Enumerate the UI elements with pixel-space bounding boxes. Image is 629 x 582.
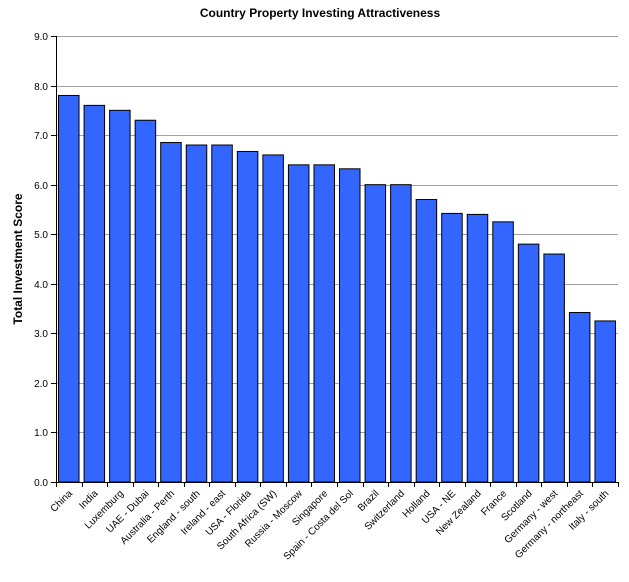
- bar: [364, 184, 387, 483]
- bar: [543, 253, 565, 483]
- bar: [83, 104, 106, 483]
- bar: [287, 164, 310, 483]
- y-tick-label: 1.0: [34, 428, 48, 439]
- y-tick-label: 9.0: [34, 32, 48, 43]
- bar: [211, 144, 233, 483]
- bar: [415, 199, 438, 483]
- y-tick-label: 6.0: [34, 181, 48, 192]
- bar: [594, 320, 616, 483]
- bar: [441, 212, 463, 483]
- y-tick-label: 8.0: [34, 82, 48, 93]
- bar: [339, 168, 361, 483]
- bar: [262, 154, 284, 483]
- y-axis-label: Total Investment Score: [11, 193, 25, 324]
- y-tick-label: 4.0: [34, 280, 48, 291]
- bar: [134, 119, 157, 483]
- y-tick-label: 2.0: [34, 379, 48, 390]
- y-tick-label: 3.0: [34, 329, 48, 340]
- bar: [236, 150, 259, 483]
- bar: [313, 164, 335, 483]
- axes: [51, 36, 619, 487]
- y-tick-label: 7.0: [34, 131, 48, 142]
- bar: [492, 221, 514, 483]
- y-tick-label: 5.0: [34, 230, 48, 241]
- bar: [185, 144, 208, 483]
- bar: [58, 94, 80, 483]
- bar: [390, 184, 412, 483]
- bar: [466, 213, 489, 483]
- bars: [58, 94, 616, 483]
- bar: [517, 243, 540, 483]
- bar: [109, 109, 131, 483]
- y-tick-labels: 0.0 1.0 2.0 3.0 4.0 5.0 6.0 7.0 8.0 9.0: [34, 32, 48, 489]
- bar: [160, 142, 182, 483]
- bar: [568, 312, 591, 483]
- chart-title: Country Property Investing Attractivenes…: [200, 6, 441, 20]
- y-tick-label: 0.0: [34, 478, 48, 489]
